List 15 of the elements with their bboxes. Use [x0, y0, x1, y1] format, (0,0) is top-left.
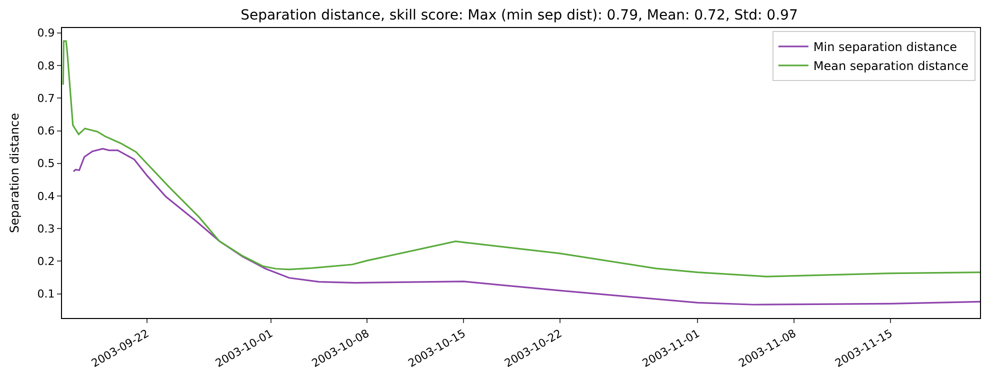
y-tick-label: 0.2 [37, 255, 55, 268]
y-tick-label: 0.3 [37, 222, 55, 236]
y-tick-label: 0.1 [37, 288, 55, 301]
line-series [72, 148, 980, 306]
y-tick-label: 0.4 [37, 190, 55, 203]
y-axis-title: Separation distance [8, 113, 22, 233]
legend-label: Mean separation distance [813, 59, 968, 74]
y-tick-label: 0.6 [37, 124, 55, 138]
y-tick-label: 0.8 [37, 59, 55, 72]
legend-label: Min separation distance [813, 40, 958, 54]
y-tick-label: 0.5 [37, 157, 55, 170]
line-series [62, 40, 980, 278]
y-tick-label: 0.7 [37, 92, 55, 105]
y-tick-label: 0.9 [37, 26, 55, 40]
chart-title: Separation distance, skill score: Max (min sep dist): 0.79, Mean: 0.72, Std: 0.97 [240, 8, 798, 24]
